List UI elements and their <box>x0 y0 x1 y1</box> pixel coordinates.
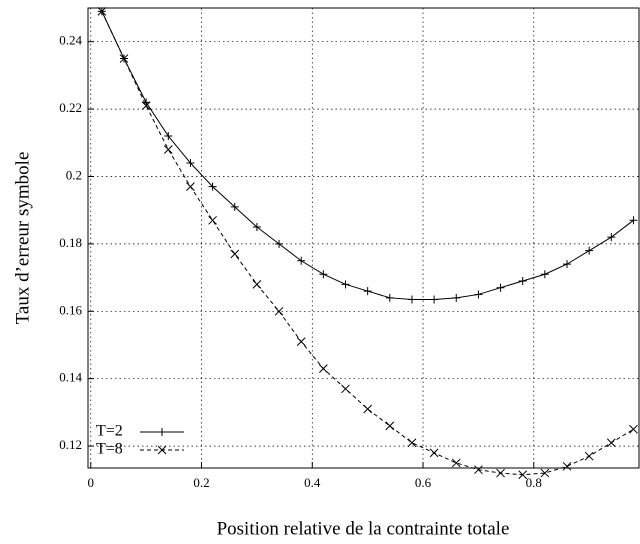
legend-label: T=8 <box>96 441 123 458</box>
marker <box>208 215 217 225</box>
marker <box>585 246 594 255</box>
marker <box>584 451 594 461</box>
y-tick-label: 0.18 <box>59 235 82 250</box>
x-tick-label: 0.4 <box>304 475 321 490</box>
y-tick-label: 0.2 <box>66 167 82 182</box>
marker <box>563 260 572 269</box>
marker <box>158 428 166 436</box>
x-axis-label: Position relative de la contrainte total… <box>217 518 510 539</box>
marker <box>297 256 306 265</box>
marker <box>163 145 173 154</box>
marker <box>540 270 549 279</box>
marker <box>186 159 195 168</box>
marker <box>474 290 483 299</box>
marker <box>230 249 240 259</box>
marker <box>518 470 528 480</box>
marker <box>452 293 461 302</box>
series-line <box>101 11 634 476</box>
marker <box>429 448 439 458</box>
marker <box>318 364 328 373</box>
marker <box>157 445 167 455</box>
y-tick-label: 0.14 <box>59 370 82 385</box>
marker <box>451 458 461 468</box>
y-tick-label: 0.24 <box>59 33 82 48</box>
marker <box>208 182 217 191</box>
marker <box>119 54 129 63</box>
marker <box>319 270 328 279</box>
marker <box>496 468 505 478</box>
marker <box>341 280 350 289</box>
legend-label: T=2 <box>96 423 123 440</box>
marker <box>275 239 284 248</box>
marker <box>274 306 284 316</box>
marker <box>385 421 395 431</box>
marker <box>474 465 483 475</box>
marker <box>164 132 173 141</box>
marker <box>407 438 417 448</box>
y-axis-label: Taux d’erreur symbole <box>12 152 33 325</box>
marker <box>629 216 638 225</box>
marker <box>97 7 107 16</box>
marker <box>518 276 527 285</box>
marker <box>252 223 261 232</box>
y-tick-label: 0.16 <box>59 302 82 317</box>
y-tick-label: 0.22 <box>59 100 82 115</box>
marker <box>230 202 239 211</box>
marker <box>430 295 439 304</box>
marker <box>296 337 306 346</box>
x-tick-label: 0.8 <box>526 475 542 490</box>
marker <box>363 287 372 296</box>
marker <box>540 468 550 478</box>
marker <box>496 283 505 292</box>
marker <box>141 101 151 111</box>
series-line <box>101 11 634 301</box>
marker <box>252 279 262 289</box>
plot-frame <box>87 7 640 469</box>
x-tick-label: 0 <box>88 475 95 490</box>
marker <box>186 182 195 191</box>
marker <box>341 384 350 394</box>
x-tick-label: 0.2 <box>193 475 209 490</box>
marker <box>606 438 616 448</box>
marker <box>562 461 572 471</box>
marker <box>629 424 638 434</box>
y-tick-label: 0.12 <box>59 437 82 452</box>
marker <box>385 293 394 302</box>
marker <box>363 404 373 414</box>
x-tick-label: 0.6 <box>415 475 432 490</box>
marker <box>407 295 416 304</box>
marker <box>607 233 616 242</box>
